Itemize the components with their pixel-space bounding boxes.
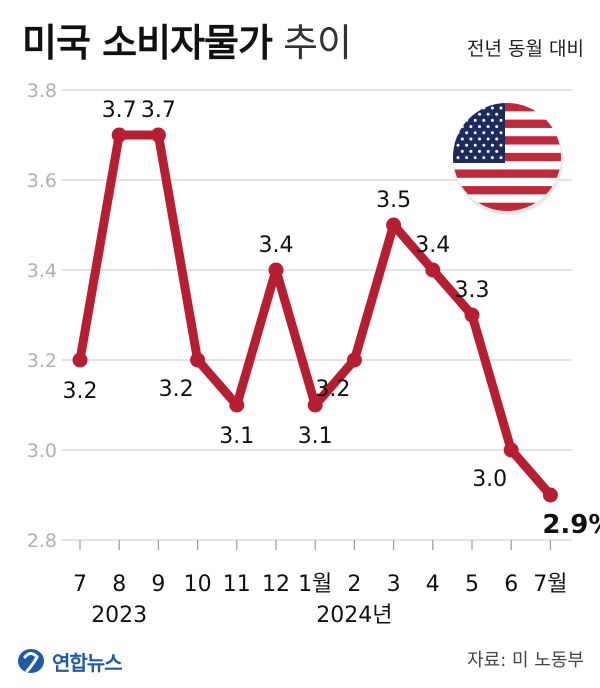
data-label: 3.3 bbox=[455, 278, 490, 303]
data-label: 3.2 bbox=[315, 377, 350, 402]
source-note: 자료: 미 노동부 bbox=[467, 650, 584, 671]
x-tick-label: 4 bbox=[426, 572, 440, 597]
yonhap-logo: 연합뉴스 bbox=[16, 644, 123, 678]
data-point bbox=[72, 352, 88, 368]
us-flag-icon bbox=[453, 103, 563, 215]
data-label: 3.2 bbox=[63, 379, 98, 404]
data-point bbox=[150, 127, 166, 143]
y-tick-label: 3.4 bbox=[27, 260, 57, 282]
data-point bbox=[268, 262, 284, 278]
x-tick-label: 7월 bbox=[533, 572, 567, 597]
chart-grid bbox=[62, 89, 572, 541]
x-tick-label: 6 bbox=[504, 572, 518, 597]
data-label: 3.5 bbox=[376, 188, 411, 213]
y-tick-label: 3.2 bbox=[27, 350, 57, 372]
data-point bbox=[542, 487, 558, 503]
data-label: 3.4 bbox=[415, 233, 450, 258]
data-label: 2.9% bbox=[542, 510, 600, 540]
x-tick-label: 10 bbox=[184, 572, 212, 597]
chart-title: 미국 소비자물가 추이 bbox=[22, 12, 352, 67]
data-point bbox=[111, 127, 127, 143]
data-point bbox=[503, 442, 519, 458]
x-tick-label: 1월 bbox=[298, 572, 332, 597]
year-label: 2023 bbox=[91, 603, 147, 628]
data-label: 3.1 bbox=[298, 424, 333, 449]
data-label: 3.2 bbox=[159, 377, 194, 402]
x-tick-label: 7 bbox=[73, 572, 87, 597]
data-label: 3.7 bbox=[141, 98, 176, 123]
yonhap-logo-icon bbox=[18, 649, 44, 673]
x-tick-label: 3 bbox=[387, 572, 401, 597]
data-point bbox=[307, 397, 323, 413]
data-label: 3.7 bbox=[102, 98, 137, 123]
chart-title-main: 미국 소비자물가 bbox=[22, 21, 273, 65]
year-label: 2024년 bbox=[316, 603, 392, 628]
x-tick-label: 5 bbox=[465, 572, 479, 597]
y-tick-label: 2.8 bbox=[27, 530, 57, 552]
data-points bbox=[72, 127, 558, 503]
x-tick-label: 9 bbox=[151, 572, 165, 597]
data-point bbox=[190, 352, 206, 368]
chart-title-sub: 추이 bbox=[283, 21, 352, 65]
data-point bbox=[229, 397, 245, 413]
y-axis-ticks: 3.8 3.6 3.4 3.2 3.0 2.8 bbox=[27, 80, 57, 552]
data-point bbox=[386, 217, 402, 233]
data-labels: 3.23.73.73.23.13.43.13.23.53.43.33.02.9% bbox=[63, 98, 600, 540]
yonhap-logo-text: 연합뉴스 bbox=[52, 650, 123, 675]
data-point bbox=[464, 307, 480, 323]
y-tick-label: 3.8 bbox=[27, 80, 57, 102]
x-tick-label: 8 bbox=[112, 572, 126, 597]
data-point bbox=[425, 262, 441, 278]
y-tick-label: 3.6 bbox=[27, 170, 57, 192]
y-tick-label: 3.0 bbox=[27, 440, 57, 462]
data-label: 3.1 bbox=[219, 424, 254, 449]
x-axis: 7 8 9 10 11 12 1월 2 3 4 5 6 7월 2023 2024년 bbox=[73, 540, 568, 628]
x-tick-label: 11 bbox=[223, 572, 251, 597]
x-tick-label: 12 bbox=[262, 572, 290, 597]
data-label: 3.4 bbox=[259, 233, 294, 258]
data-label: 3.0 bbox=[472, 467, 507, 492]
x-tick-label: 2 bbox=[347, 572, 361, 597]
data-point bbox=[346, 352, 362, 368]
chart-basis-note: 전년 동월 대비 bbox=[467, 38, 584, 60]
